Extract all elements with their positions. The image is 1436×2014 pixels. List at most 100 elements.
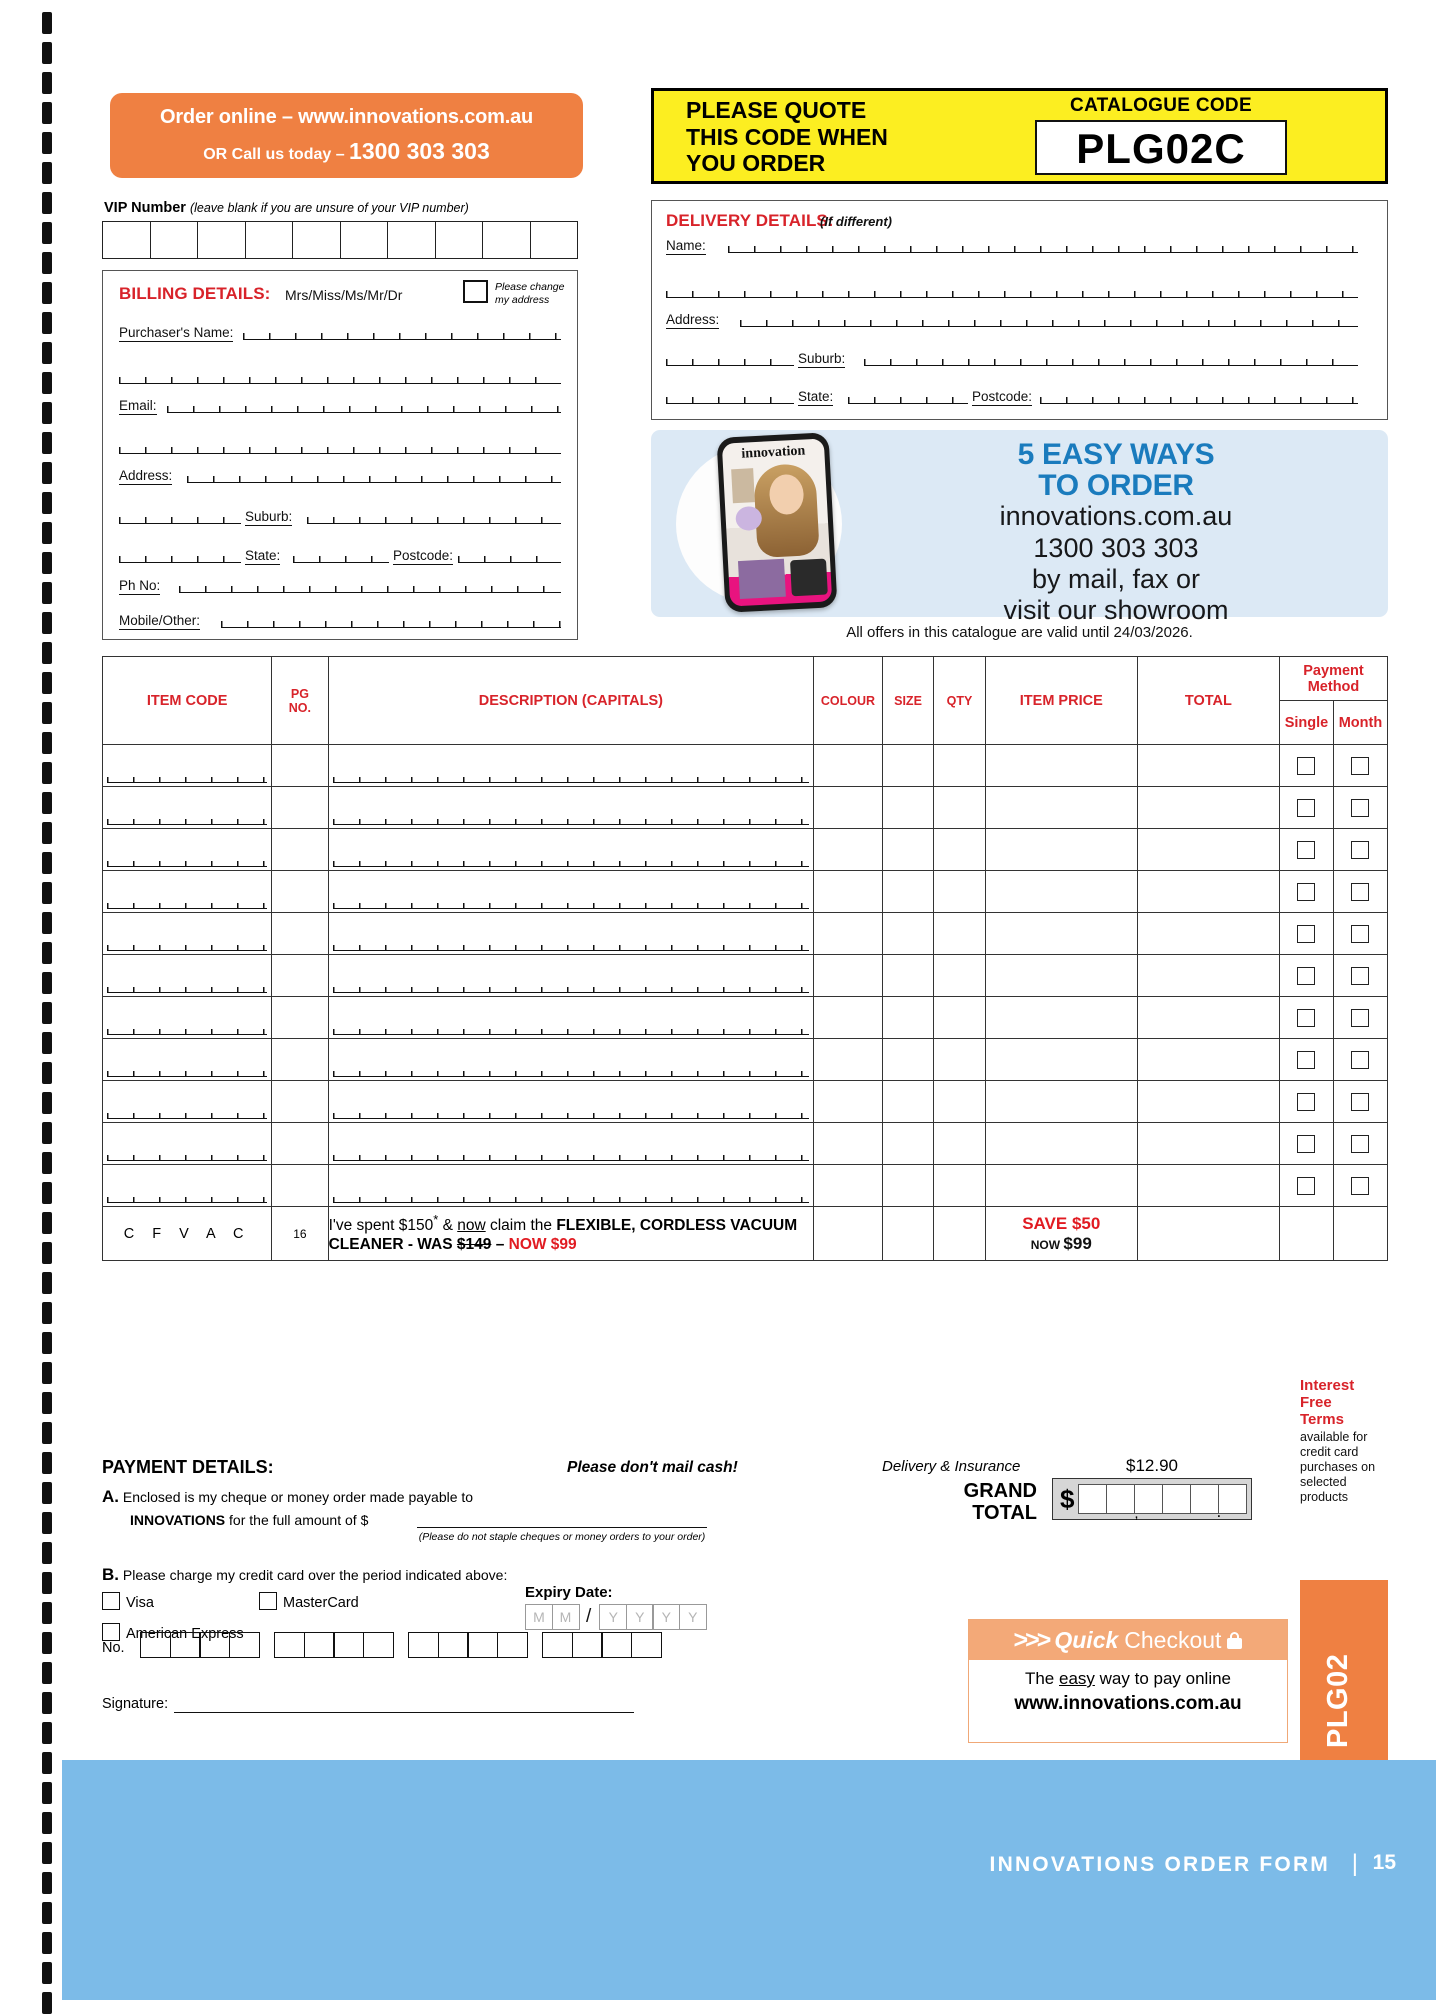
billing-email-input[interactable] xyxy=(167,400,561,413)
row-description[interactable] xyxy=(327,954,815,997)
billing-suburb-input-2[interactable] xyxy=(119,550,241,563)
row-item-price[interactable] xyxy=(984,1164,1138,1207)
checkbox-icon[interactable] xyxy=(1351,882,1370,901)
row-size[interactable] xyxy=(881,1164,935,1207)
row-item-price[interactable] xyxy=(984,1122,1138,1165)
card-cell[interactable] xyxy=(542,1632,573,1658)
card-number-group[interactable] xyxy=(542,1632,662,1658)
checkbox-icon[interactable] xyxy=(1351,1092,1370,1111)
delivery-address-input[interactable] xyxy=(740,314,1358,327)
row-item-price[interactable] xyxy=(984,1038,1138,1081)
expiry-date-input[interactable]: M M / Y Y Y Y xyxy=(525,1604,707,1630)
row-single-checkbox[interactable] xyxy=(1279,1164,1334,1207)
card-cell[interactable] xyxy=(408,1632,439,1658)
row-size[interactable] xyxy=(881,912,935,955)
delivery-state-input[interactable] xyxy=(848,391,968,404)
row-colour[interactable] xyxy=(813,744,883,787)
vip-cell[interactable] xyxy=(483,222,531,258)
row-item-code[interactable] xyxy=(101,996,273,1039)
grand-total-cell[interactable] xyxy=(1190,1484,1221,1522)
offer-size[interactable] xyxy=(881,1206,935,1261)
row-size[interactable] xyxy=(881,744,935,787)
table-row[interactable] xyxy=(101,744,1389,787)
row-item-price[interactable] xyxy=(984,870,1138,913)
grand-total-cell[interactable] xyxy=(1218,1484,1248,1514)
table-row[interactable] xyxy=(101,1164,1389,1207)
row-item-code[interactable] xyxy=(101,1038,273,1081)
card-cell[interactable] xyxy=(228,1632,260,1658)
checkbox-icon[interactable] xyxy=(1297,1134,1316,1153)
card-cell[interactable] xyxy=(303,1632,335,1658)
billing-email-input-2[interactable] xyxy=(119,441,561,454)
row-pg-no[interactable] xyxy=(271,870,329,913)
vip-cell[interactable] xyxy=(531,222,578,258)
table-row[interactable] xyxy=(101,912,1389,955)
offer-month[interactable] xyxy=(1332,1206,1389,1261)
card-cell[interactable] xyxy=(274,1632,305,1658)
checkbox-icon[interactable] xyxy=(1297,840,1316,859)
checkbox-icon[interactable] xyxy=(1297,1176,1316,1195)
checkbox-icon[interactable] xyxy=(1297,924,1316,943)
row-item-code[interactable] xyxy=(101,1122,273,1165)
card-cell[interactable] xyxy=(630,1632,662,1658)
expiry-yy-cell[interactable]: Y xyxy=(599,1604,628,1630)
row-qty[interactable] xyxy=(933,1080,986,1123)
checkbox-icon[interactable] xyxy=(1351,756,1370,775)
row-colour[interactable] xyxy=(813,828,883,871)
table-row[interactable] xyxy=(101,1080,1389,1123)
row-qty[interactable] xyxy=(933,870,986,913)
row-size[interactable] xyxy=(881,1122,935,1165)
row-colour[interactable] xyxy=(813,996,883,1039)
checkbox-icon[interactable] xyxy=(1351,1008,1370,1027)
table-row[interactable] xyxy=(101,1038,1389,1081)
row-month-checkbox[interactable] xyxy=(1332,828,1389,871)
row-colour[interactable] xyxy=(813,1122,883,1165)
billing-state-input[interactable] xyxy=(293,550,389,563)
row-single-checkbox[interactable] xyxy=(1279,954,1334,997)
checkbox-icon[interactable] xyxy=(1351,1176,1370,1195)
row-single-checkbox[interactable] xyxy=(1279,912,1334,955)
grand-total-cell[interactable] xyxy=(1162,1484,1192,1514)
grand-total-cell[interactable] xyxy=(1134,1484,1164,1514)
row-colour[interactable] xyxy=(813,1164,883,1207)
delivery-suburb-input-2[interactable] xyxy=(666,391,794,404)
offer-single[interactable] xyxy=(1279,1206,1334,1261)
row-item-price[interactable] xyxy=(984,786,1138,829)
row-description[interactable] xyxy=(327,786,815,829)
row-item-code[interactable] xyxy=(101,954,273,997)
row-qty[interactable] xyxy=(933,744,986,787)
amex-checkbox[interactable] xyxy=(102,1623,120,1641)
vip-cell[interactable] xyxy=(246,222,293,258)
row-total[interactable] xyxy=(1136,954,1281,997)
row-month-checkbox[interactable] xyxy=(1332,870,1389,913)
checkbox-icon[interactable] xyxy=(1297,1092,1316,1111)
card-number-group[interactable] xyxy=(274,1632,394,1658)
row-total[interactable] xyxy=(1136,744,1281,787)
row-total[interactable] xyxy=(1136,786,1281,829)
table-row[interactable] xyxy=(101,1122,1389,1165)
checkbox-icon[interactable] xyxy=(1351,924,1370,943)
row-colour[interactable] xyxy=(813,954,883,997)
row-description[interactable] xyxy=(327,996,815,1039)
expiry-yy-cell[interactable]: Y xyxy=(678,1604,707,1630)
checkbox-icon[interactable] xyxy=(1297,756,1316,775)
card-option-visa[interactable]: Visa xyxy=(102,1592,154,1611)
billing-salutation-options[interactable]: Mrs/Miss/Ms/Mr/Dr xyxy=(285,287,403,303)
expiry-mm-cell[interactable]: M xyxy=(551,1604,580,1630)
row-total[interactable] xyxy=(1136,828,1281,871)
easy-ways-website[interactable]: innovations.com.au xyxy=(999,501,1233,532)
offer-row[interactable]: C F V A C 16 I've spent $150* & now clai… xyxy=(101,1206,1389,1261)
row-size[interactable] xyxy=(881,954,935,997)
row-item-price[interactable] xyxy=(984,996,1138,1039)
checkbox-icon[interactable] xyxy=(1351,1050,1370,1069)
row-colour[interactable] xyxy=(813,1080,883,1123)
row-total[interactable] xyxy=(1136,1080,1281,1123)
checkbox-icon[interactable] xyxy=(1351,1134,1370,1153)
expiry-yy-cell[interactable]: Y xyxy=(625,1604,654,1630)
card-cell[interactable] xyxy=(571,1632,603,1658)
billing-address-input-2[interactable] xyxy=(119,511,241,524)
row-description[interactable] xyxy=(327,744,815,787)
row-single-checkbox[interactable] xyxy=(1279,744,1334,787)
row-month-checkbox[interactable] xyxy=(1332,954,1389,997)
row-pg-no[interactable] xyxy=(271,786,329,829)
